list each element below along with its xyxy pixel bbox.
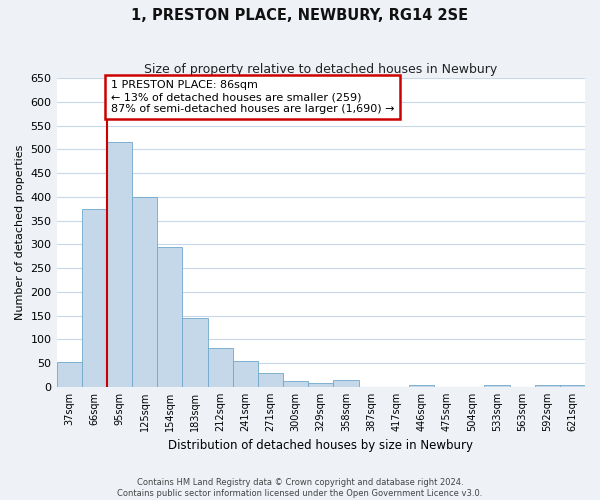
Bar [484, 384, 509, 387]
Bar [334, 380, 359, 387]
Bar [82, 208, 107, 387]
Text: 1, PRESTON PLACE, NEWBURY, RG14 2SE: 1, PRESTON PLACE, NEWBURY, RG14 2SE [131, 8, 469, 22]
Bar [233, 361, 258, 387]
Bar [560, 384, 585, 387]
Bar [409, 384, 434, 387]
Bar [182, 318, 208, 387]
Text: 1 PRESTON PLACE: 86sqm
← 13% of detached houses are smaller (259)
87% of semi-de: 1 PRESTON PLACE: 86sqm ← 13% of detached… [110, 80, 394, 114]
Bar [157, 246, 182, 387]
Bar [208, 348, 233, 387]
Bar [56, 362, 82, 387]
Bar [308, 383, 334, 387]
Bar [107, 142, 132, 387]
Bar [283, 381, 308, 387]
Bar [132, 197, 157, 387]
X-axis label: Distribution of detached houses by size in Newbury: Distribution of detached houses by size … [168, 440, 473, 452]
Y-axis label: Number of detached properties: Number of detached properties [15, 145, 25, 320]
Title: Size of property relative to detached houses in Newbury: Size of property relative to detached ho… [144, 62, 497, 76]
Text: Contains HM Land Registry data © Crown copyright and database right 2024.
Contai: Contains HM Land Registry data © Crown c… [118, 478, 482, 498]
Bar [535, 384, 560, 387]
Bar [258, 372, 283, 387]
